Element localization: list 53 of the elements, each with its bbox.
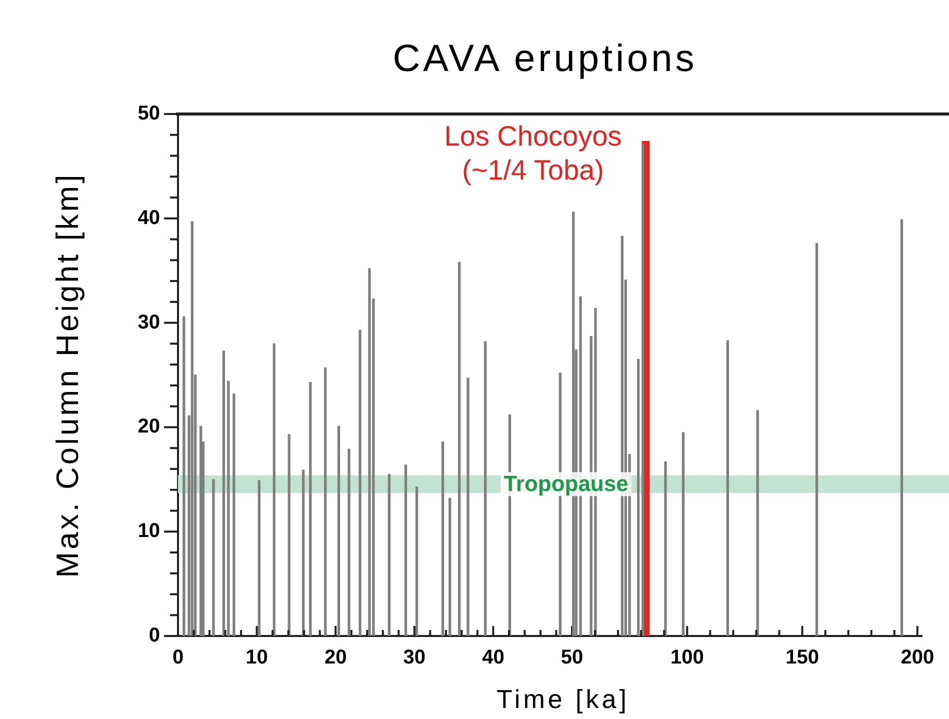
bar [815,243,818,636]
y-tick-label: 30 [138,311,160,334]
bar [358,330,362,636]
x-tick-label: 200 [900,646,934,669]
y-tick-label: 10 [138,520,160,542]
x-tick-label: 30 [403,646,426,669]
bar [302,470,305,636]
y-axis-title: Max. Column Height [km] [50,172,86,578]
bar [441,441,444,636]
bar [258,480,260,636]
bar [448,498,452,636]
bar [227,380,230,636]
y-tick-label: 40 [138,206,160,229]
x-tick-label: 10 [246,646,268,669]
bar [756,410,759,636]
y-tick-label: 20 [138,416,160,438]
bar [642,144,644,636]
bar [664,461,667,636]
bar [200,426,202,636]
bar [415,486,418,636]
bar [900,219,904,636]
bar [337,426,340,636]
bar [222,350,226,636]
x-axis-title: Time [ka] [496,684,630,715]
y-tick-label: 50 [138,102,160,125]
bar [388,474,391,636]
band-label: Tropopause [504,471,628,496]
x-tick-label: 50 [560,646,584,669]
bar [484,341,487,636]
x-tick-label: 100 [670,646,704,669]
bar [190,221,194,636]
chart-title: CAVA eruptions [392,38,698,81]
bar [309,382,312,636]
bar [212,479,215,636]
x-tick-label: 40 [482,646,504,669]
bar [726,340,729,636]
x-tick-label: 150 [786,646,819,669]
bar [272,343,276,636]
bar [368,268,371,636]
y-tick-label: 0 [148,624,160,647]
bar [682,432,685,636]
bar [182,316,186,636]
bar [232,393,236,636]
bar [324,367,327,636]
x-tick-label: 0 [172,646,184,669]
series-label: Los Chocoyos (~1/4 Toba) [444,120,622,186]
bar [636,359,640,636]
bar [404,464,408,636]
bar [458,262,461,636]
bar [288,434,290,636]
bar [466,378,470,636]
bar [348,448,350,636]
x-tick-label: 20 [324,646,347,669]
